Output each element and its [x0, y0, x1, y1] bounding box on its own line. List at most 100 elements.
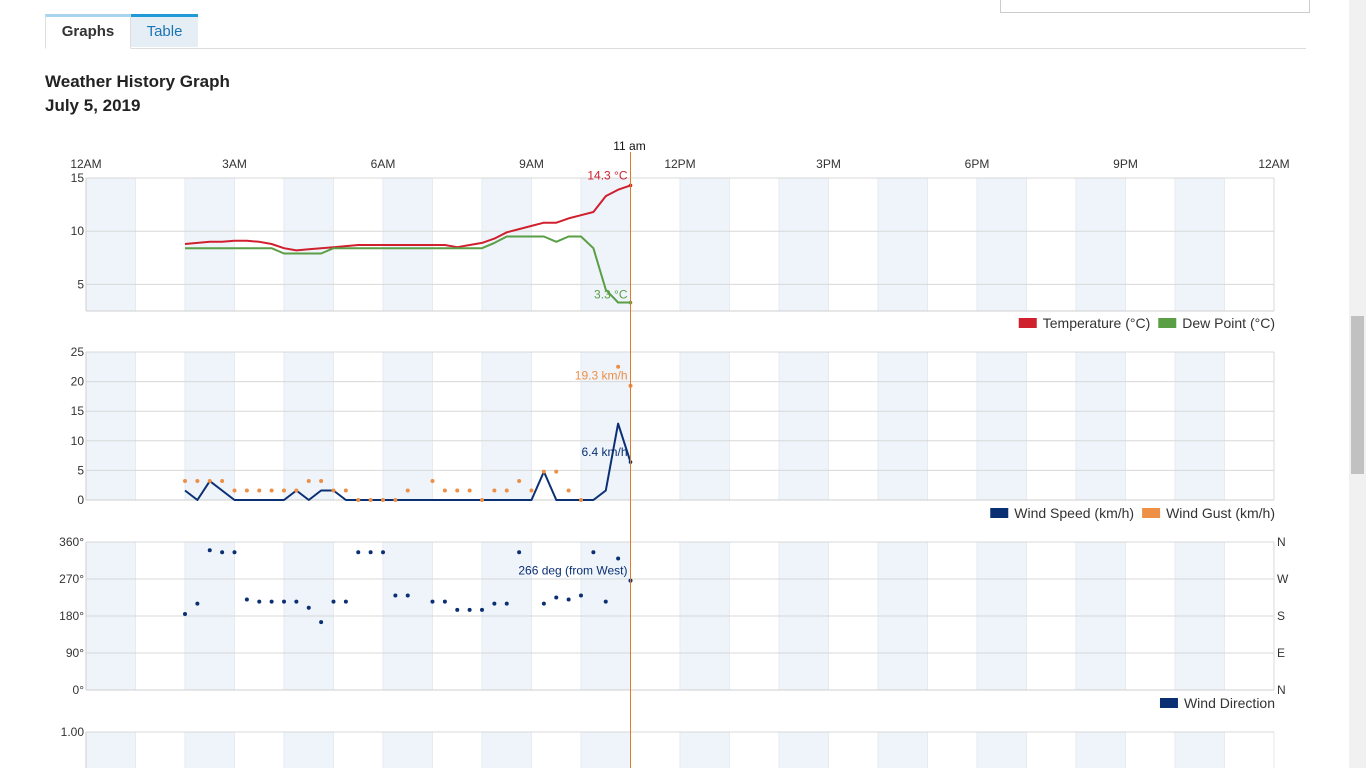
- hour-band: [284, 178, 334, 311]
- data-point: [467, 607, 472, 612]
- data-point: [566, 597, 571, 602]
- tab-table[interactable]: Table: [131, 14, 198, 47]
- right-tick-label: E: [1277, 646, 1285, 660]
- y-tick-label: 270°: [59, 572, 84, 586]
- legend-swatch: [1159, 698, 1178, 708]
- search-box-edge: [1000, 0, 1310, 13]
- data-point: [579, 498, 583, 502]
- data-point: [244, 488, 249, 493]
- right-tick-label: N: [1277, 683, 1286, 697]
- value-annotation: 3.3 °C: [594, 287, 628, 301]
- hour-band: [1175, 178, 1225, 311]
- hour-band: [482, 352, 532, 500]
- data-point: [368, 550, 373, 555]
- data-point: [480, 498, 484, 502]
- data-point: [566, 488, 571, 493]
- hour-band: [878, 178, 928, 311]
- hour-band: [878, 732, 928, 768]
- data-point: [220, 479, 225, 484]
- data-point: [430, 599, 435, 604]
- hour-band: [581, 732, 631, 768]
- data-point: [183, 479, 187, 484]
- hour-band: [581, 352, 631, 500]
- data-point: [269, 599, 274, 604]
- legend-label: Wind Gust (km/h): [1166, 505, 1275, 521]
- hour-band: [482, 732, 532, 768]
- data-point: [442, 488, 447, 493]
- y-tick-label: 5: [77, 463, 84, 477]
- data-point: [232, 550, 237, 555]
- hour-band: [878, 352, 928, 500]
- legend-label: Temperature (°C): [1043, 315, 1151, 331]
- data-point: [541, 601, 546, 606]
- data-point: [282, 599, 286, 604]
- data-point: [616, 556, 621, 561]
- graph-title: Weather History Graph: [45, 72, 230, 91]
- right-tick-label: W: [1277, 572, 1289, 586]
- data-point: [343, 599, 348, 604]
- hour-band: [86, 352, 136, 500]
- data-point: [467, 488, 472, 493]
- legend-swatch: [990, 508, 1009, 518]
- data-point: [207, 479, 212, 484]
- time-cursor-label: 11 am: [613, 139, 645, 153]
- scrollbar-thumb[interactable]: [1351, 316, 1364, 474]
- data-point: [504, 488, 509, 493]
- y-tick-label: 0: [77, 493, 84, 507]
- right-tick-label: S: [1277, 609, 1285, 623]
- data-point: [257, 599, 262, 604]
- data-point: [282, 488, 286, 493]
- data-point: [356, 550, 361, 555]
- y-tick-label: 180°: [59, 609, 84, 623]
- hour-band: [977, 178, 1027, 311]
- x-tick-label: 9PM: [1113, 157, 1138, 171]
- data-point: [257, 488, 262, 493]
- data-point: [381, 550, 385, 555]
- series-line: [184, 184, 631, 252]
- data-point: [517, 479, 522, 484]
- data-point: [393, 593, 398, 598]
- hour-band: [680, 732, 730, 768]
- hour-band: [1076, 178, 1126, 311]
- hour-band: [185, 178, 235, 311]
- graph-date: July 5, 2019: [45, 96, 141, 115]
- y-tick-label: 1.00: [61, 725, 85, 739]
- x-tick-label: 9AM: [519, 157, 544, 171]
- x-tick-label: 6PM: [965, 157, 990, 171]
- hour-band: [977, 352, 1027, 500]
- data-point: [480, 607, 484, 612]
- hour-band: [1076, 352, 1126, 500]
- data-point: [616, 364, 621, 369]
- data-point: [492, 601, 497, 606]
- hour-band: [185, 732, 235, 768]
- data-point: [232, 488, 237, 493]
- data-point: [343, 488, 348, 493]
- data-point: [306, 605, 311, 610]
- hour-band: [86, 178, 136, 311]
- tab-graphs[interactable]: Graphs: [45, 14, 131, 49]
- hour-band: [383, 352, 433, 500]
- data-point: [319, 620, 324, 625]
- legend-swatch: [1158, 318, 1177, 328]
- data-point: [554, 595, 559, 600]
- value-annotation: 14.3 °C: [587, 168, 627, 182]
- hour-band: [680, 178, 730, 311]
- legend-swatch: [1018, 318, 1037, 328]
- data-point: [220, 550, 225, 555]
- legend-label: Dew Point (°C): [1182, 315, 1275, 331]
- x-tick-label: 12AM: [1258, 157, 1289, 171]
- hour-band: [1175, 732, 1225, 768]
- y-tick-label: 10: [71, 224, 85, 238]
- y-tick-label: 20: [71, 375, 85, 389]
- data-point: [244, 597, 249, 602]
- hour-band: [86, 732, 136, 768]
- y-tick-label: 0°: [73, 683, 85, 697]
- data-point: [529, 488, 534, 493]
- y-tick-label: 15: [71, 171, 85, 185]
- y-tick-label: 15: [71, 404, 85, 418]
- data-point: [405, 488, 410, 493]
- hour-band: [284, 352, 334, 500]
- hour-band: [1175, 352, 1225, 500]
- page-scrollbar[interactable]: [1349, 0, 1366, 768]
- data-point: [554, 469, 559, 474]
